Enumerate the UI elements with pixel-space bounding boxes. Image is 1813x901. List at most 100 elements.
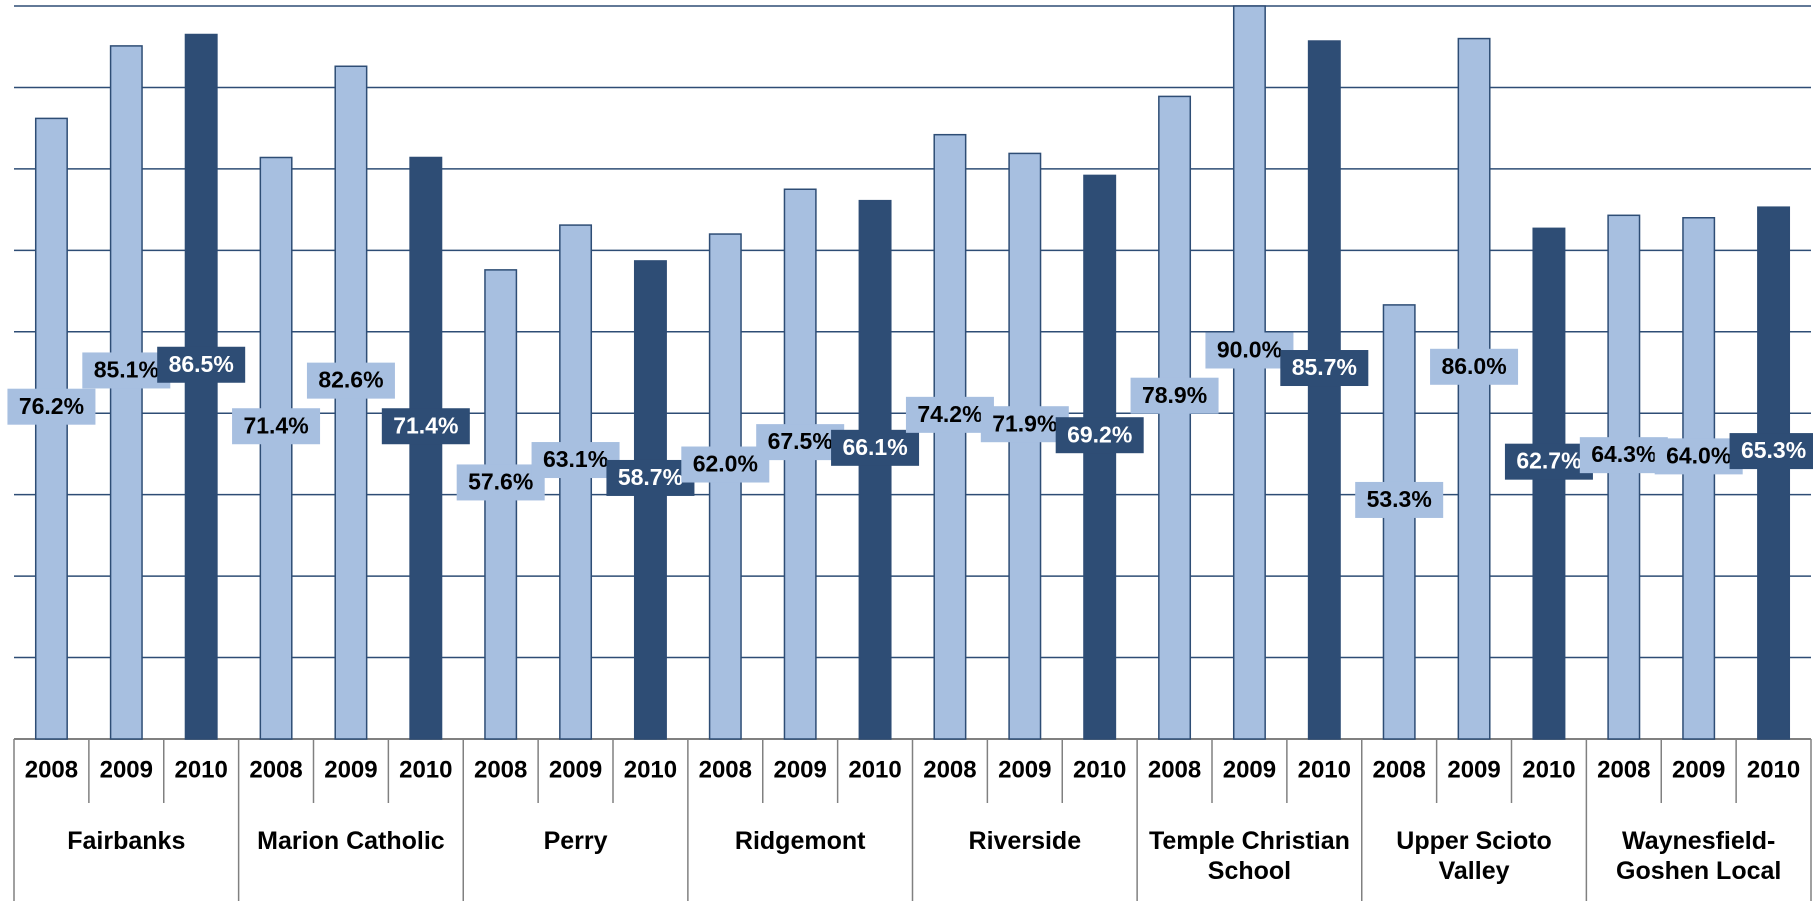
year-label: 2009 <box>1223 756 1276 783</box>
value-label-bg <box>1130 377 1219 414</box>
value-label: 57.6% <box>468 469 533 495</box>
bar <box>1757 206 1791 740</box>
value-label: 63.1% <box>543 446 608 472</box>
value-label-bg <box>905 396 994 433</box>
value-label: 71.9% <box>992 410 1057 436</box>
value-label-bg <box>1430 348 1519 385</box>
year-label: 2008 <box>1597 756 1650 783</box>
value-label: 62.0% <box>693 451 758 477</box>
year-label: 2009 <box>549 756 602 783</box>
group-label: Ridgemont <box>734 827 866 855</box>
value-label-bg <box>1280 350 1369 387</box>
bar <box>933 133 967 740</box>
group-label: Upper Scioto Valley <box>1396 827 1552 885</box>
year-label: 2010 <box>1073 756 1126 783</box>
bar <box>708 233 742 740</box>
year-label: 2010 <box>1298 756 1351 783</box>
bar <box>858 199 892 740</box>
bar <box>559 224 593 740</box>
year-label: 2010 <box>1522 756 1575 783</box>
year-label: 2008 <box>249 756 302 783</box>
value-label-bg <box>381 408 470 445</box>
value-label: 90.0% <box>1217 337 1282 363</box>
value-label: 53.3% <box>1367 486 1432 512</box>
value-label: 85.1% <box>94 357 159 383</box>
value-label: 62.7% <box>1516 448 1581 474</box>
bar <box>1307 40 1341 740</box>
value-label: 65.3% <box>1741 437 1806 463</box>
value-label: 71.4% <box>243 412 308 438</box>
year-label: 2009 <box>1672 756 1725 783</box>
year-label: 2008 <box>1148 756 1201 783</box>
year-label: 2010 <box>848 756 901 783</box>
value-label-bg <box>306 362 395 399</box>
group-label: Waynesfield-Goshen Local <box>1616 827 1782 885</box>
bar <box>1532 227 1566 740</box>
group-label: Perry <box>543 827 608 855</box>
bar <box>484 269 518 740</box>
year-label: 2008 <box>699 756 752 783</box>
value-label: 58.7% <box>618 464 683 490</box>
bar <box>409 156 443 740</box>
year-label: 2008 <box>25 756 78 783</box>
value-label-bg <box>1055 417 1144 454</box>
year-label: 2010 <box>399 756 452 783</box>
value-label: 67.5% <box>768 428 833 454</box>
bar <box>1382 304 1416 740</box>
year-label: 2008 <box>923 756 976 783</box>
value-label: 71.4% <box>393 412 458 438</box>
group-label: Temple Christian School <box>1148 827 1350 885</box>
year-label: 2010 <box>174 756 227 783</box>
value-label: 64.0% <box>1666 442 1731 468</box>
bar <box>1682 217 1716 740</box>
year-label: 2009 <box>100 756 153 783</box>
value-label: 85.7% <box>1292 354 1357 380</box>
value-label-bg <box>232 408 321 445</box>
year-label: 2009 <box>324 756 377 783</box>
value-label-bg <box>1579 437 1668 474</box>
value-label-bg <box>157 346 246 383</box>
value-label-bg <box>1504 443 1593 480</box>
value-label-bg <box>1355 481 1444 518</box>
value-label: 78.9% <box>1142 382 1207 408</box>
bar <box>1457 37 1491 740</box>
value-label: 66.1% <box>842 434 907 460</box>
group-label: Marion Catholic <box>257 827 445 855</box>
year-label: 2008 <box>1372 756 1425 783</box>
bar <box>334 65 368 740</box>
year-label: 2009 <box>998 756 1051 783</box>
value-label-bg <box>1205 332 1294 369</box>
value-label-bg <box>681 446 770 483</box>
bar <box>259 156 293 740</box>
year-label: 2009 <box>1447 756 1500 783</box>
value-label-bg <box>756 424 845 461</box>
year-label: 2008 <box>474 756 527 783</box>
value-label: 76.2% <box>19 393 84 419</box>
group-label: Riverside <box>968 827 1082 855</box>
bar <box>1158 95 1192 740</box>
value-label-bg <box>82 352 171 389</box>
value-label-bg <box>980 406 1069 443</box>
value-label-bg <box>1729 433 1813 470</box>
value-label: 64.3% <box>1591 441 1656 467</box>
value-label-bg <box>7 388 96 425</box>
year-label: 2010 <box>624 756 677 783</box>
bar <box>184 33 218 740</box>
year-label: 2010 <box>1747 756 1800 783</box>
value-label: 82.6% <box>318 367 383 393</box>
bar <box>1232 5 1266 740</box>
bar <box>633 260 667 740</box>
value-label: 74.2% <box>917 401 982 427</box>
bar <box>34 117 68 740</box>
group-label: Fairbanks <box>67 827 186 855</box>
year-label: 2009 <box>773 756 826 783</box>
bar <box>1083 174 1117 740</box>
bar <box>109 45 143 740</box>
bar <box>783 188 817 740</box>
value-label: 69.2% <box>1067 421 1132 447</box>
value-label: 86.5% <box>169 351 234 377</box>
bar <box>1008 152 1042 740</box>
bar <box>1607 214 1641 740</box>
value-label-bg <box>531 442 620 479</box>
